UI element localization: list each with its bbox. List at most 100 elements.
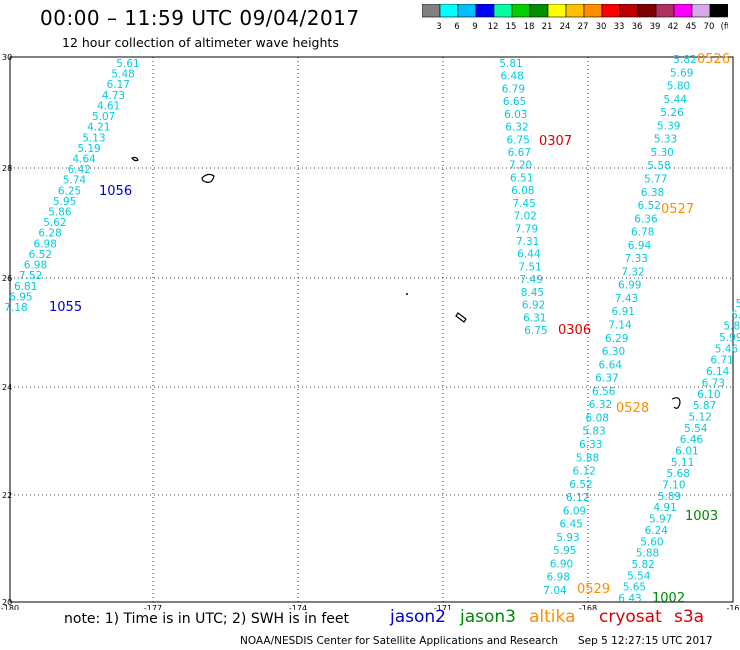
swh-value: 6.98 (34, 238, 57, 250)
swh-value: 5.61 (116, 58, 139, 70)
colorbar-tick: 45 (686, 22, 697, 32)
credit-line: NOAA/NESDIS Center for Satellite Applica… (240, 635, 558, 647)
swh-value: 6.73 (702, 377, 725, 389)
colorbar-tick: 24 (560, 22, 571, 32)
swh-value: 7.02 (514, 211, 537, 223)
swh-value: 5.93 (556, 532, 579, 544)
pass-label: 0526 (697, 52, 730, 67)
swh-value: 5.58 (647, 160, 670, 172)
swh-value: 7.10 (662, 480, 685, 492)
pass-label: 0527 (661, 202, 694, 217)
island-outline (455, 312, 467, 323)
lat-label: 26 (2, 274, 12, 283)
swh-value: 6.08 (586, 412, 609, 424)
swh-value: 5.99 (719, 332, 740, 344)
swh-value: 7.14 (608, 320, 632, 332)
swh-value: 5.46 (715, 343, 739, 355)
swh-value: 6.91 (612, 306, 635, 318)
swh-value: 6.42 (68, 164, 91, 176)
swh-value: 6.48 (500, 71, 523, 83)
swh-value: 7.31 (516, 236, 539, 248)
legend-jason3: jason3 (460, 607, 516, 627)
swh-value: 5.54 (684, 423, 708, 435)
lon-label: -168 (579, 604, 597, 610)
swh-value: 5.83 (582, 426, 605, 438)
swh-value: 6.52 (638, 200, 661, 212)
swh-value: 7.49 (520, 274, 543, 286)
legend-jason2: jason2 (390, 607, 446, 627)
swh-value: 6.79 (502, 83, 525, 95)
swh-value: 7.43 (615, 293, 638, 305)
swh-value: 7.32 (621, 266, 644, 278)
swh-value: 6.08 (511, 185, 534, 197)
legend-altika: altika (529, 607, 576, 627)
swh-value: 5.13 (82, 132, 105, 144)
swh-value: 6.98 (24, 260, 47, 272)
swh-value: 6.28 (38, 228, 61, 240)
colorbar-tick: 21 (542, 22, 553, 32)
swh-value: 6.37 (595, 373, 618, 385)
swh-value: 5.48 (111, 69, 134, 81)
generated-timestamp: Sep 5 12:27:15 UTC 2017 (578, 635, 713, 647)
swh-value: 5.83 (724, 321, 740, 333)
swh-value: 6.46 (680, 434, 704, 446)
lon-label: -16 (726, 604, 739, 610)
swh-value: 5.95 (53, 196, 76, 208)
swh-value: 6.32 (505, 122, 528, 134)
swh-value: 5.86 (48, 207, 72, 219)
swh-value: 6.03 (504, 109, 527, 121)
lon-label: -177 (144, 604, 162, 610)
swh-value: 7.51 (518, 261, 541, 273)
swh-value: 6.32 (589, 399, 612, 411)
colorbar-tick: 15 (506, 22, 517, 32)
swh-value: 6.33 (579, 439, 602, 451)
colorbar-tick: 9 (472, 22, 477, 32)
swh-value: 7.20 (509, 160, 532, 172)
swh-value: 4.21 (87, 122, 110, 134)
swh-value: 5.80 (667, 81, 690, 93)
colorbar-tick: 3 (436, 22, 441, 32)
swh-value: 6.52 (569, 479, 592, 491)
swh-value: 6.51 (510, 172, 533, 184)
swh-value: 7.18 (4, 302, 27, 314)
swh-value: 4.64 (72, 153, 96, 165)
page-title: 00:00 – 11:59 UTC 09/04/2017 (40, 6, 360, 30)
swh-value: 8.45 (521, 287, 544, 299)
swh-value: 7.04 (543, 585, 567, 597)
swh-value: 6.71 (710, 355, 733, 367)
swh-value: 6.95 (9, 291, 32, 303)
swh-value: 6.24 (645, 525, 669, 537)
island-outline (671, 397, 681, 409)
lon-label: -180 (1, 604, 19, 610)
lon-label: -171 (434, 604, 452, 610)
swh-value: 6.94 (628, 240, 652, 252)
colorbar-tick: 30 (596, 22, 607, 32)
swh-value: 6.78 (631, 227, 654, 239)
swh-value: 6.25 (58, 185, 81, 197)
swh-value: 5.39 (657, 120, 680, 132)
swh-value: 6.17 (107, 79, 130, 91)
swh-value: 7.45 (512, 198, 535, 210)
swh-value: 5.88 (576, 452, 599, 464)
swh-value: 5.5 (736, 298, 740, 310)
swh-value: 5.33 (654, 134, 677, 146)
swh-value: 5.8 (731, 309, 740, 321)
swh-value: 5.82 (673, 54, 696, 66)
legend-cryosat: cryosat (599, 607, 662, 627)
colorbar-tick: 36 (632, 22, 643, 32)
colorbar-tick: 39 (650, 22, 661, 32)
colorbar-tick: (ft) (721, 22, 728, 32)
swh-value: 6.81 (14, 281, 37, 293)
colorbar-tick: 33 (614, 22, 625, 32)
swh-value: 6.09 (563, 505, 586, 517)
pass-label: 1056 (99, 184, 132, 199)
map-frame (9, 56, 734, 603)
pass-label: 0528 (616, 401, 649, 416)
swh-value: 5.68 (667, 468, 690, 480)
swh-value: 5.95 (553, 545, 576, 557)
pass-label: 0306 (558, 323, 591, 338)
swh-value: 6.90 (550, 558, 573, 570)
lat-label: 22 (2, 491, 12, 500)
swh-value: 5.82 (631, 559, 654, 571)
